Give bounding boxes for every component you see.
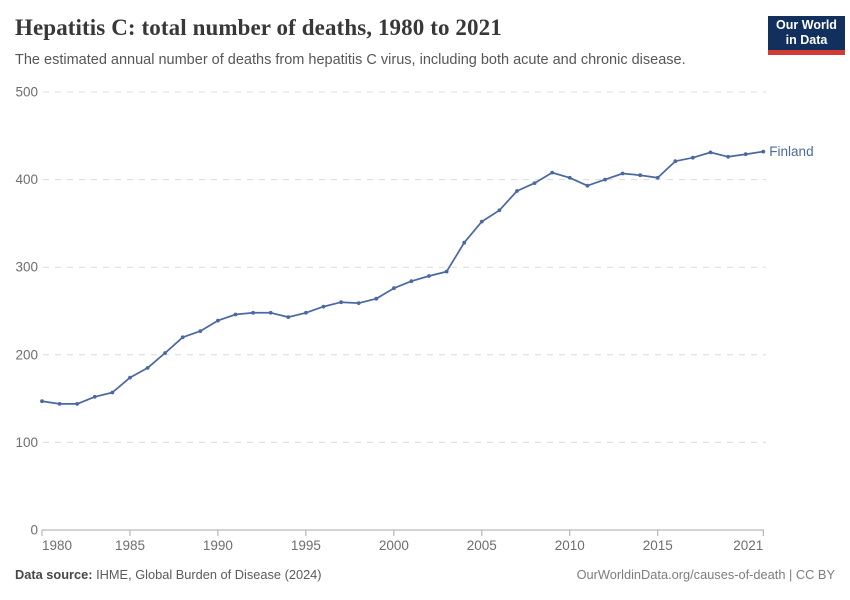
data-point[interactable] <box>691 155 695 160</box>
data-point[interactable] <box>286 315 291 319</box>
data-point[interactable] <box>304 310 308 315</box>
x-axis-tick-label: 2000 <box>379 538 409 553</box>
data-point[interactable] <box>620 171 625 176</box>
data-point[interactable] <box>251 310 256 315</box>
data-line <box>41 150 765 405</box>
data-point[interactable] <box>497 208 502 213</box>
data-point[interactable] <box>726 154 730 159</box>
x-axis-tick-label: 2005 <box>467 538 497 553</box>
data-point[interactable] <box>479 219 484 224</box>
data-source-label: Data source: <box>15 567 93 582</box>
data-point[interactable] <box>638 173 643 178</box>
data-point[interactable] <box>532 181 537 185</box>
data-source-text: IHME, Global Burden of Disease (2024) <box>92 567 322 582</box>
data-point[interactable] <box>673 159 678 164</box>
data-point[interactable] <box>75 402 80 406</box>
data-point[interactable] <box>110 390 115 395</box>
y-axis-tick-label: 100 <box>15 435 38 450</box>
data-point[interactable] <box>550 170 555 175</box>
data-point[interactable] <box>462 240 467 245</box>
data-point[interactable] <box>356 301 361 305</box>
y-axis-tick-label: 300 <box>15 260 38 275</box>
x-axis-tick-label: 2010 <box>555 538 585 553</box>
data-point[interactable] <box>427 274 431 278</box>
data-point[interactable] <box>392 286 396 291</box>
data-point[interactable] <box>321 304 326 309</box>
owid-logo-line1: Our World <box>776 18 837 32</box>
data-point[interactable] <box>655 175 660 180</box>
data-point[interactable] <box>128 375 132 380</box>
data-point[interactable] <box>216 318 220 323</box>
chart-footer: Data source: IHME, Global Burden of Dise… <box>15 567 835 582</box>
footer-link[interactable]: OurWorldinData.org/causes-of-death | CC … <box>576 567 835 582</box>
data-point[interactable] <box>743 152 748 157</box>
data-point[interactable] <box>444 269 449 274</box>
data-point[interactable] <box>145 366 150 370</box>
data-point[interactable] <box>567 175 572 180</box>
data-point[interactable] <box>374 296 379 301</box>
data-point[interactable] <box>708 150 713 155</box>
owid-logo-line2: in Data <box>785 33 828 47</box>
chart-title: Hepatitis C: total number of deaths, 198… <box>15 15 502 40</box>
data-point[interactable] <box>515 189 519 193</box>
data-point[interactable] <box>92 394 97 399</box>
data-point[interactable] <box>40 399 44 404</box>
x-axis-tick-label: 2015 <box>643 538 673 553</box>
data-point[interactable] <box>409 279 414 284</box>
data-point[interactable] <box>761 149 766 154</box>
x-axis-tick-label: 1990 <box>203 538 233 553</box>
data-point[interactable] <box>198 329 203 333</box>
data-point[interactable] <box>585 183 590 188</box>
line-chart: 0 100 200 300 400 500 1980 1985 1990 1995 2000 2005… <box>15 85 813 554</box>
data-point[interactable] <box>163 351 168 355</box>
y-axis-tick-label: 200 <box>15 347 38 362</box>
x-axis-tick-label: 1995 <box>291 538 321 553</box>
y-axis-tick-label: 400 <box>15 172 38 187</box>
y-axis-tick-label: 0 <box>30 523 38 538</box>
x-axis-tick-label: 1985 <box>115 538 145 553</box>
data-point[interactable] <box>603 177 607 182</box>
x-axis-tick-label: 2021 <box>733 538 763 553</box>
data-source: Data source: IHME, Global Burden of Dise… <box>15 567 322 582</box>
series-label-finland: Finland <box>769 144 813 159</box>
y-axis-tick-label: 500 <box>15 85 38 100</box>
data-point[interactable] <box>233 312 238 317</box>
data-point[interactable] <box>268 310 273 315</box>
data-point[interactable] <box>180 335 185 340</box>
chart-subtitle: The estimated annual number of deaths fr… <box>15 52 686 68</box>
data-point[interactable] <box>339 300 343 305</box>
x-axis-tick-label: 1980 <box>42 538 72 553</box>
data-point[interactable] <box>57 402 62 406</box>
owid-logo[interactable]: Our World in Data <box>768 16 845 55</box>
